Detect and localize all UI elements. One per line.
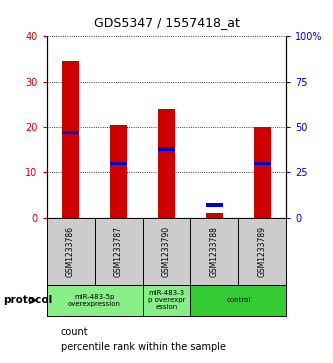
Text: protocol: protocol — [3, 295, 53, 305]
Text: percentile rank within the sample: percentile rank within the sample — [61, 342, 225, 352]
Bar — [254, 162, 271, 165]
Text: control: control — [226, 297, 251, 303]
Text: miR-483-3
p overexpr
ession: miR-483-3 p overexpr ession — [148, 290, 185, 310]
Text: GSM1233787: GSM1233787 — [114, 226, 123, 277]
Text: GSM1233790: GSM1233790 — [162, 226, 171, 277]
Text: GSM1233786: GSM1233786 — [66, 226, 75, 277]
Text: count: count — [61, 327, 88, 337]
Text: GDS5347 / 1557418_at: GDS5347 / 1557418_at — [94, 16, 239, 29]
Bar — [158, 109, 175, 218]
Bar — [62, 131, 79, 134]
Bar — [110, 125, 127, 218]
Bar — [62, 61, 79, 218]
Bar — [254, 127, 271, 218]
Text: GSM1233788: GSM1233788 — [210, 226, 219, 277]
Bar — [206, 203, 223, 207]
Text: miR-483-5p
overexpression: miR-483-5p overexpression — [68, 294, 121, 307]
Text: GSM1233789: GSM1233789 — [258, 226, 267, 277]
Bar — [110, 162, 127, 165]
Bar — [158, 147, 175, 151]
Bar — [206, 213, 223, 218]
